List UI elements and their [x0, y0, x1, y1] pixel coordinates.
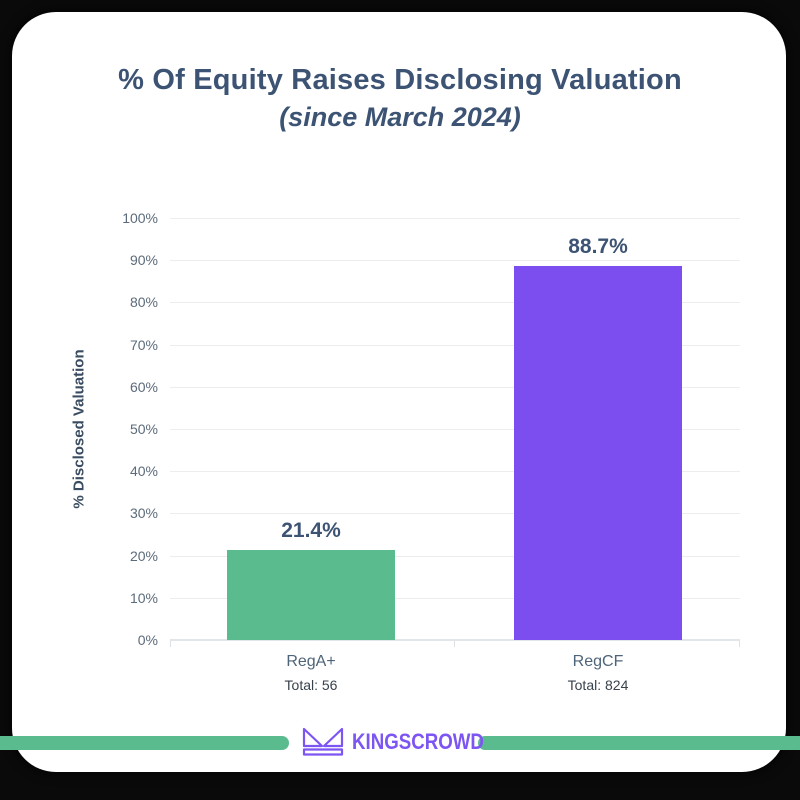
y-axis-tick-label: 80% [129, 294, 158, 310]
gridline [170, 556, 740, 557]
axis-tick-left [170, 640, 171, 647]
y-axis-tick-label: 30% [129, 505, 158, 521]
y-axis-tick-label: 10% [129, 590, 158, 606]
bar-rega-plus [227, 550, 395, 640]
y-axis-tick-label: 20% [129, 548, 158, 564]
brand-logo: KINGSCROWD [301, 721, 507, 763]
chart-title: % Of Equity Raises Disclosing Valuation [118, 64, 682, 96]
gridline [170, 471, 740, 472]
chart-subtitle: (since March 2024) [279, 102, 521, 132]
plot-area: 21.4% 88.7% [170, 218, 740, 647]
y-axis-tick-label: 0% [137, 632, 158, 648]
y-axis-tick-label: 70% [129, 337, 158, 353]
axis-tick-middle [454, 640, 455, 647]
y-axis-title: % Disclosed Valuation [70, 349, 88, 509]
gridline [170, 345, 740, 346]
bar-value-label-regcf: 88.7% [568, 235, 628, 258]
gridline [170, 387, 740, 388]
x-axis-line [170, 639, 740, 641]
gridline [170, 598, 740, 599]
y-axis-tick-label: 50% [129, 421, 158, 437]
bar-value-label-rega-plus: 21.4% [281, 519, 341, 542]
total-label-regcf: Total: 824 [567, 677, 629, 693]
gridline [170, 429, 740, 430]
gridline [170, 218, 740, 219]
y-axis-tick-label: 40% [129, 463, 158, 479]
gridline [170, 302, 740, 303]
crown-icon [301, 724, 345, 760]
y-axis-tick-label: 90% [129, 252, 158, 268]
category-label-regcf: RegCF [572, 653, 624, 670]
category-label-rega-plus: RegA+ [286, 653, 336, 670]
bar-regcf [514, 266, 682, 640]
brand-wordmark: KINGSCROWD [352, 729, 484, 754]
y-axis-tick-label: 100% [122, 210, 158, 226]
gridline [170, 513, 740, 514]
footer-divider-right [478, 736, 800, 750]
total-label-rega-plus: Total: 56 [284, 677, 338, 693]
axis-tick-right [739, 640, 740, 647]
gridline [170, 260, 740, 261]
y-axis-tick-label: 60% [129, 379, 158, 395]
footer-divider-left [0, 736, 289, 750]
